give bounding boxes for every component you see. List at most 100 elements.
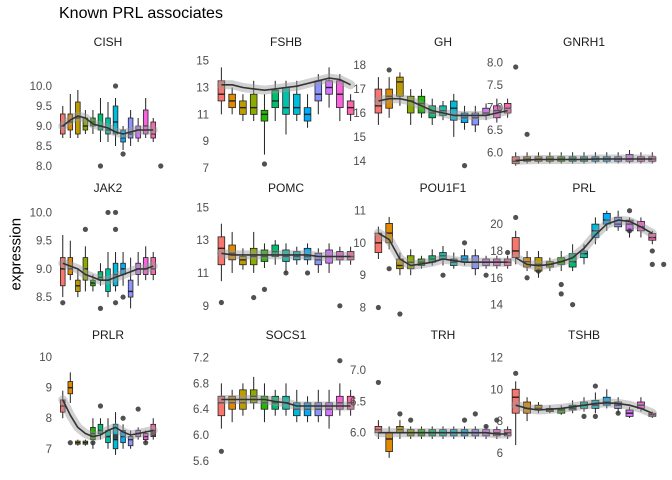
y-tick-label: 6.5 <box>487 125 503 137</box>
y-tick-label: 10 <box>353 238 366 250</box>
y-tick-label: 8.5 <box>36 292 52 304</box>
outlier-point <box>97 305 104 311</box>
y-tick-label: 16 <box>490 273 503 285</box>
outlier-point <box>218 299 224 306</box>
panel-title-pomc: POMC <box>268 181 304 195</box>
y-tick-label: 7.0 <box>350 365 366 377</box>
outlier-point <box>440 272 446 278</box>
panel-trh: TRH 6.0 6.5 7.0 <box>350 328 513 458</box>
box <box>60 257 66 287</box>
outlier-point <box>558 291 564 297</box>
y-tick-label: 15 <box>196 56 209 68</box>
panel-jak2: JAK2 8.5 9.0 9.5 10.0 <box>30 181 158 311</box>
y-tick-label: 9.0 <box>36 264 52 276</box>
box <box>217 395 226 417</box>
y-tick-label: 8 <box>360 303 366 315</box>
outlier-point <box>112 209 119 216</box>
panel-tshb: TSHB 6 8 10 12 <box>490 328 657 460</box>
outlier-point <box>386 266 392 272</box>
outlier-point <box>558 281 564 288</box>
outlier-point <box>150 430 156 437</box>
y-tick-label: 6.0 <box>487 147 503 159</box>
outlier-point <box>60 300 66 306</box>
outlier-point <box>513 370 519 376</box>
outlier-point <box>524 275 530 281</box>
panel-pou1f1: POU1F1 8 9 10 11 <box>353 181 513 317</box>
box <box>511 388 520 414</box>
outlier-point <box>494 417 500 423</box>
outlier-point <box>82 226 88 232</box>
y-tick-label: 9 <box>360 270 366 282</box>
box <box>450 100 458 121</box>
y-tick-label: 9 <box>203 136 209 148</box>
y-tick-label: 13 <box>196 83 209 95</box>
y-tick-label: 10 <box>39 352 52 364</box>
y-tick-label: 15 <box>353 132 366 144</box>
outlier-point <box>649 248 655 254</box>
y-tick-label: 12 <box>490 352 503 364</box>
trend-line <box>62 262 154 281</box>
box <box>217 236 226 266</box>
box <box>260 249 269 262</box>
box <box>228 244 236 261</box>
box <box>127 117 134 139</box>
panel-prlr: PRLR 7 8 9 10 <box>39 328 158 456</box>
trend-line <box>378 97 508 117</box>
box <box>303 247 312 261</box>
outlier-point <box>483 272 489 278</box>
y-tick-label: 17 <box>353 84 366 96</box>
outlier-point <box>218 448 224 454</box>
y-tick-label: 8.5 <box>36 141 52 153</box>
y-tick-label: 6.4 <box>193 404 210 416</box>
box <box>97 113 104 131</box>
box <box>127 436 134 447</box>
outlier-point <box>97 163 104 169</box>
outlier-point <box>570 302 576 308</box>
y-tick-label: 7.0 <box>487 102 503 114</box>
y-tick-label: 6.0 <box>193 430 209 442</box>
y-tick-label: 10.0 <box>30 207 52 219</box>
trend-line <box>378 431 508 435</box>
y-tick-label: 11 <box>197 109 209 121</box>
panel-prl: PRL 14 16 18 20 <box>490 181 667 312</box>
y-tick-label: 14 <box>490 300 503 312</box>
y-tick-label: 18 <box>490 246 503 258</box>
outlier-point <box>112 226 119 232</box>
box <box>293 251 301 261</box>
y-tick-label: 7 <box>203 163 209 175</box>
y-tick-label: 15 <box>196 202 209 214</box>
outlier-point <box>105 209 111 216</box>
box <box>471 112 480 126</box>
panel-title-jak2: JAK2 <box>94 181 123 195</box>
outlier-point <box>90 440 96 446</box>
outlier-point <box>337 303 343 309</box>
outlier-point <box>649 261 655 267</box>
outlier-point <box>592 413 598 419</box>
outlier-point <box>535 268 542 274</box>
box <box>396 76 404 97</box>
panel-title-fshb: FSHB <box>270 35 302 49</box>
outlier-point <box>661 261 667 267</box>
trend-line <box>62 399 154 438</box>
outlier-point <box>375 304 381 311</box>
y-tick-label: 11 <box>354 205 366 217</box>
box <box>314 252 323 266</box>
outlier-point <box>112 300 119 306</box>
outlier-point <box>158 163 164 169</box>
outlier-point <box>112 83 119 89</box>
box <box>97 423 104 434</box>
outlier-point <box>120 151 126 157</box>
y-tick-label: 7.2 <box>193 352 209 364</box>
y-tick-label: 13 <box>196 235 209 247</box>
box <box>260 109 269 122</box>
trend-line <box>377 232 508 267</box>
outlier-point <box>120 415 126 421</box>
panel-title-gh: GH <box>434 35 452 49</box>
outlier-point <box>304 270 311 276</box>
outlier-point <box>513 64 519 70</box>
box <box>406 95 415 114</box>
y-tick-label: 5.6 <box>193 456 209 468</box>
panel-pomc: POMC 9 11 13 15 <box>196 181 356 313</box>
panel-gnrh1: GNRH1 6.0 6.5 7.0 7.5 8.0 <box>487 35 657 166</box>
y-tick-label: 6.0 <box>350 428 366 440</box>
